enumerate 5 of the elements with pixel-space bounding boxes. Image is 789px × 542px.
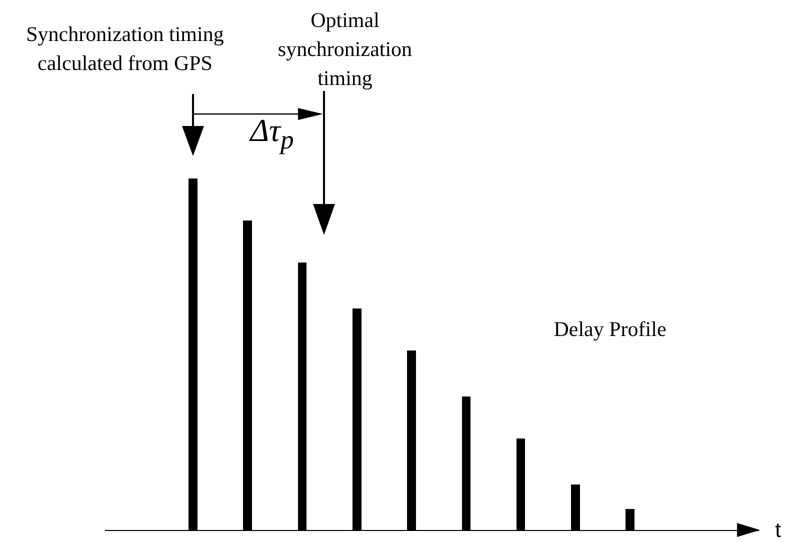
text: Synchronization timing calculated from GPS [25, 21, 225, 77]
annotation: Delay Profile [552, 316, 668, 343]
text: Optimal synchronization timing [276, 7, 414, 92]
text: Δτ$_{p}$ [248, 112, 295, 156]
text: t [774, 518, 782, 542]
